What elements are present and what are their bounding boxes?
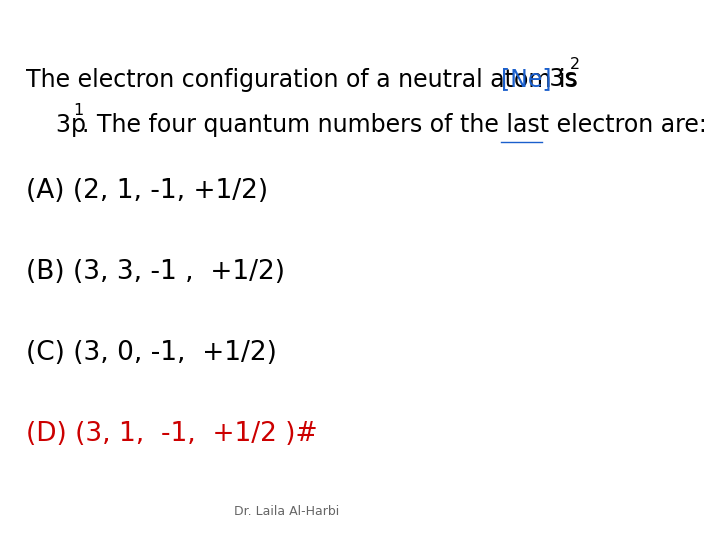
Text: (D) (3, 1,  -1,  +1/2 )#: (D) (3, 1, -1, +1/2 )# <box>26 421 318 447</box>
Text: Dr. Laila Al-Harbi: Dr. Laila Al-Harbi <box>234 505 339 518</box>
Text: (C) (3, 0, -1,  +1/2): (C) (3, 0, -1, +1/2) <box>26 340 276 366</box>
Text: 3p: 3p <box>26 113 86 137</box>
Text: . The four quantum numbers of the last electron are:: . The four quantum numbers of the last e… <box>82 113 706 137</box>
Text: (B) (3, 3, -1 ,  +1/2): (B) (3, 3, -1 , +1/2) <box>26 259 285 285</box>
Text: 3s: 3s <box>541 68 577 91</box>
Text: The electron configuration of a neutral atom is: The electron configuration of a neutral … <box>26 68 623 91</box>
Text: (A) (2, 1, -1, +1/2): (A) (2, 1, -1, +1/2) <box>26 178 268 204</box>
Text: [Ne]: [Ne] <box>501 68 552 91</box>
Text: 2: 2 <box>570 57 580 72</box>
Text: 1: 1 <box>73 103 84 118</box>
